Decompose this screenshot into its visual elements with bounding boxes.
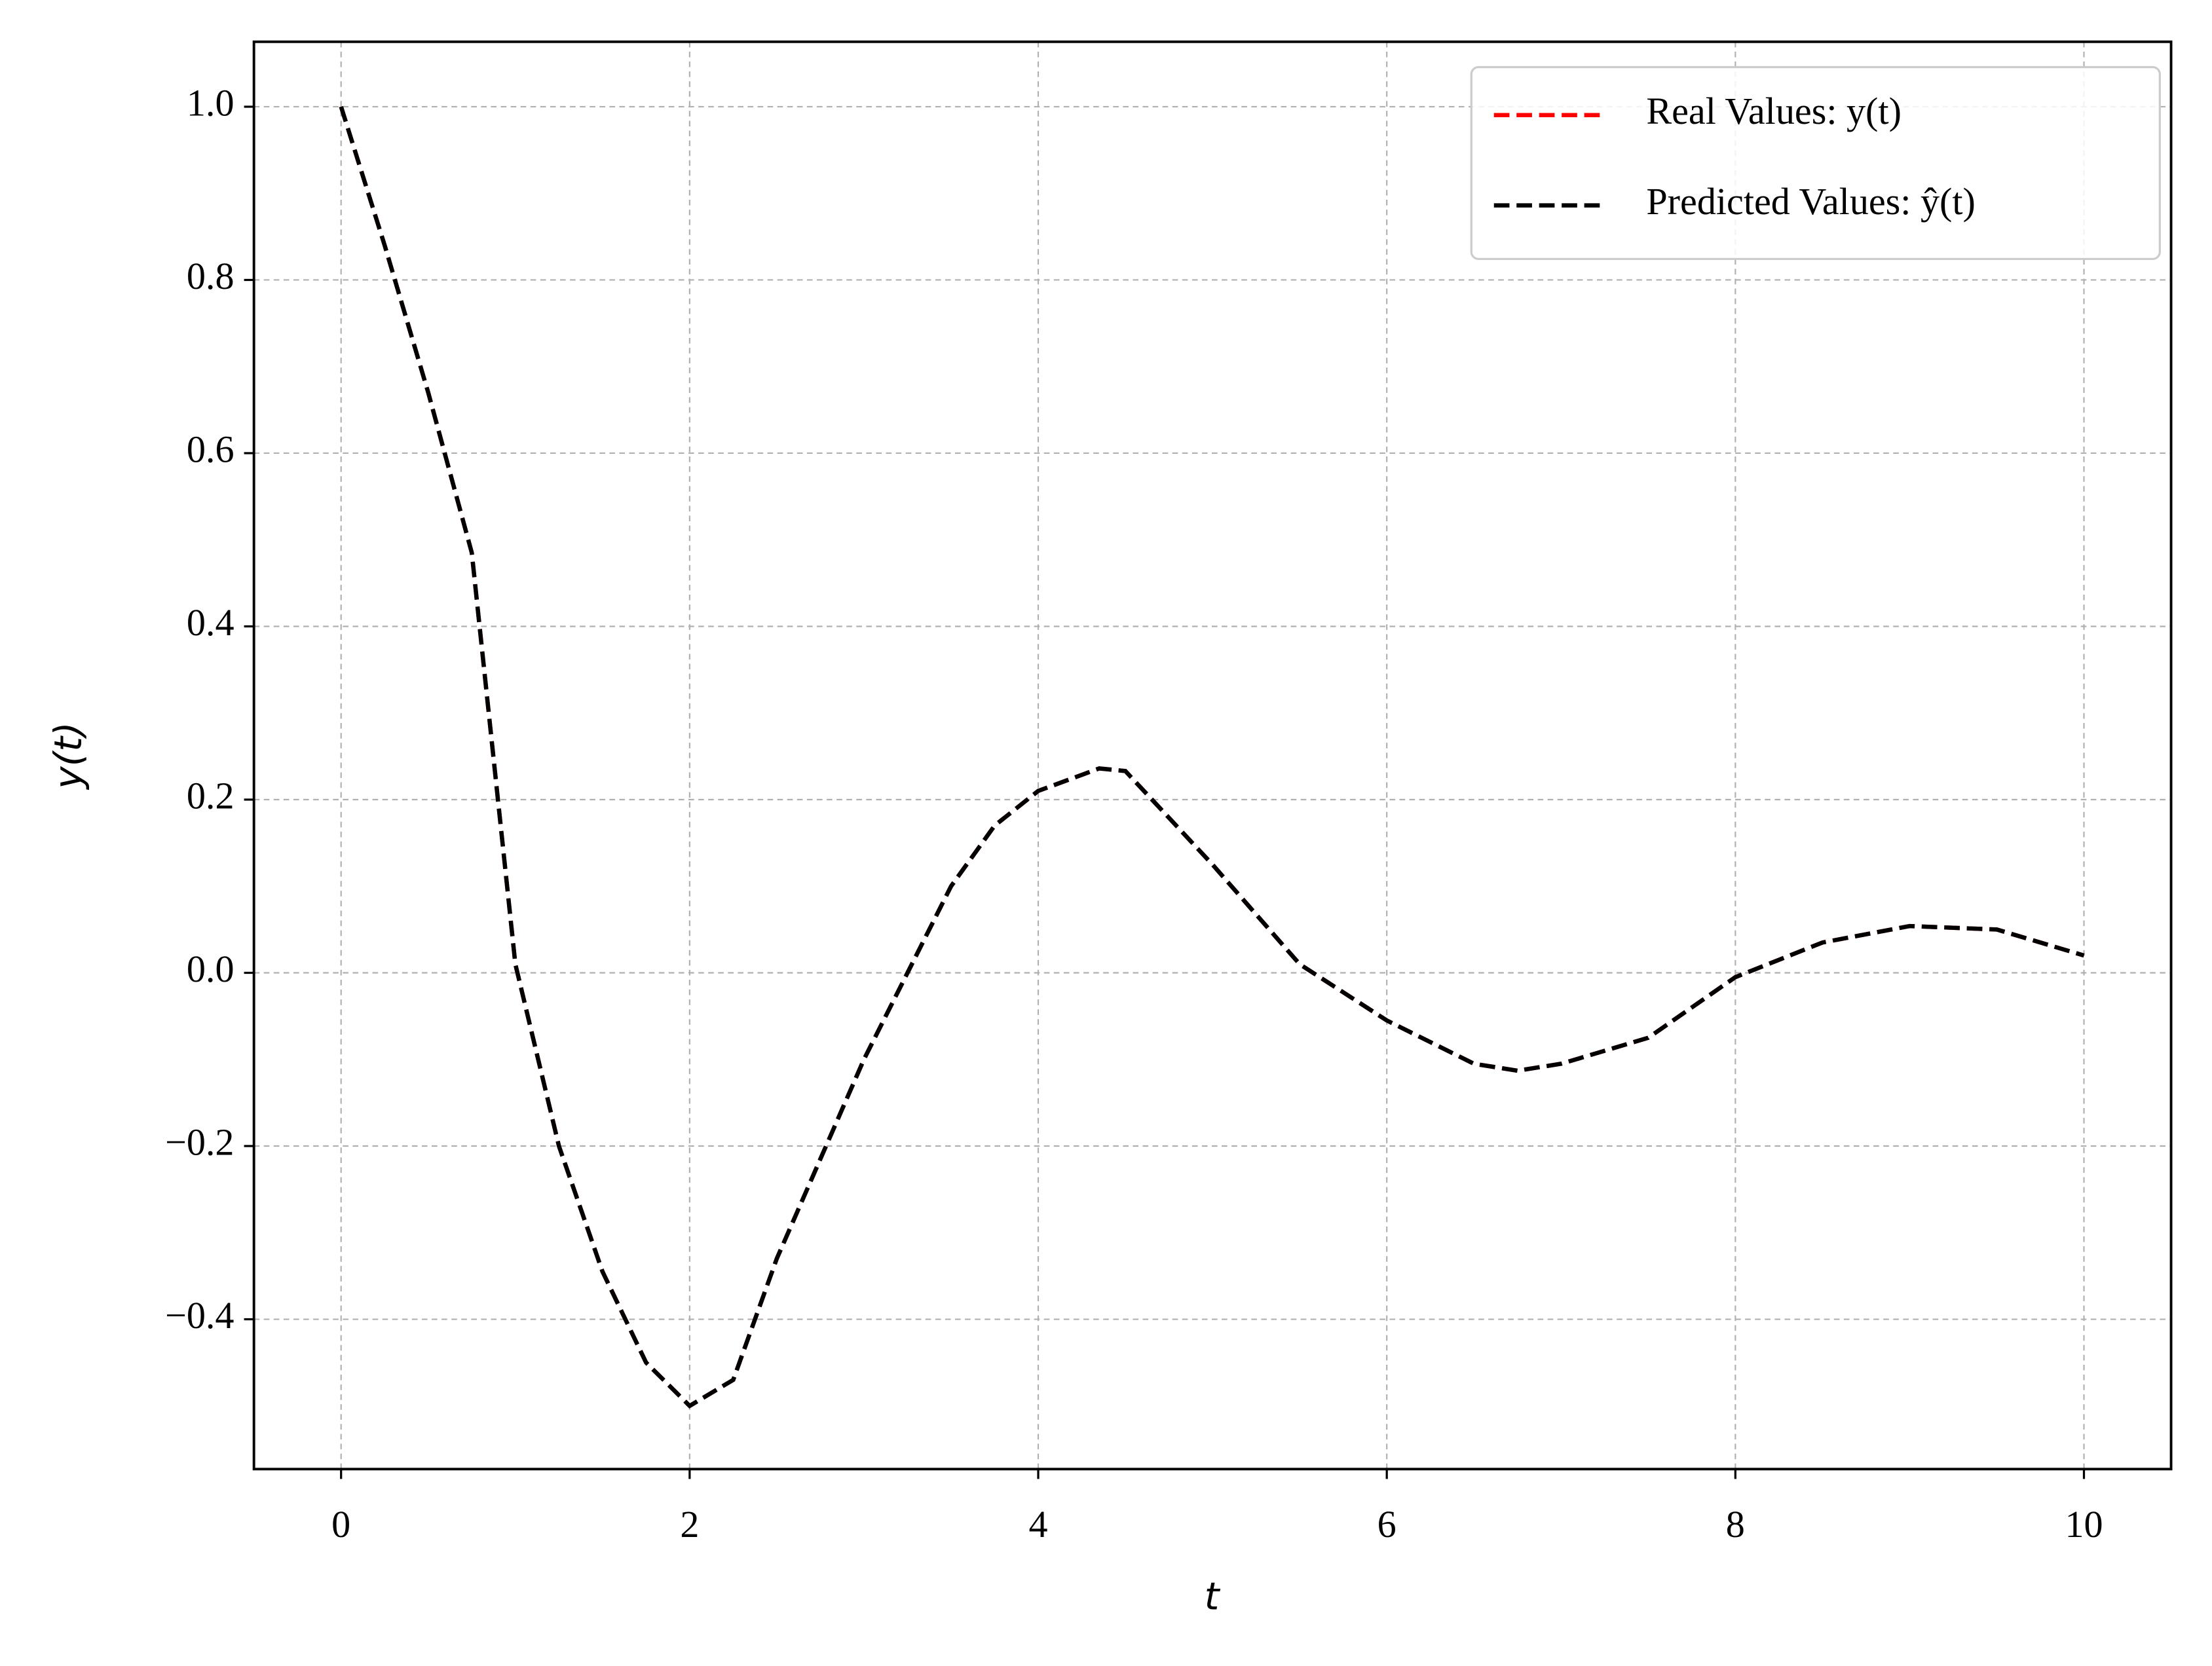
y-tick-label: 0.2 — [187, 774, 234, 817]
x-axis-label: t — [1205, 1574, 1221, 1619]
y-tick-label: 0.0 — [187, 948, 234, 990]
legend-label: Real Values: y(t) — [1646, 90, 1902, 132]
y-tick-label: −0.4 — [165, 1294, 234, 1337]
y-tick-label: 0.6 — [187, 428, 234, 470]
series-line — [339, 105, 2085, 1409]
legend-label: Predicted Values: ŷ(t) — [1646, 180, 1976, 223]
x-tick-label: 4 — [1028, 1503, 1047, 1546]
series-line — [339, 105, 2085, 1409]
y-tick-label: 0.8 — [187, 255, 234, 297]
y-axis-label: y(t) — [46, 722, 90, 790]
x-tick-label: 10 — [2065, 1503, 2103, 1546]
x-tick-label: 0 — [331, 1503, 350, 1546]
y-tick-label: 1.0 — [187, 81, 234, 124]
legend-box — [1470, 65, 2161, 261]
plot-frame — [252, 40, 2173, 1471]
x-tick-label: 2 — [680, 1503, 699, 1546]
y-tick-label: 0.4 — [187, 601, 234, 644]
y-tick-label: −0.2 — [165, 1120, 234, 1163]
x-tick-label: 8 — [1726, 1503, 1745, 1546]
x-tick-label: 6 — [1378, 1503, 1397, 1546]
